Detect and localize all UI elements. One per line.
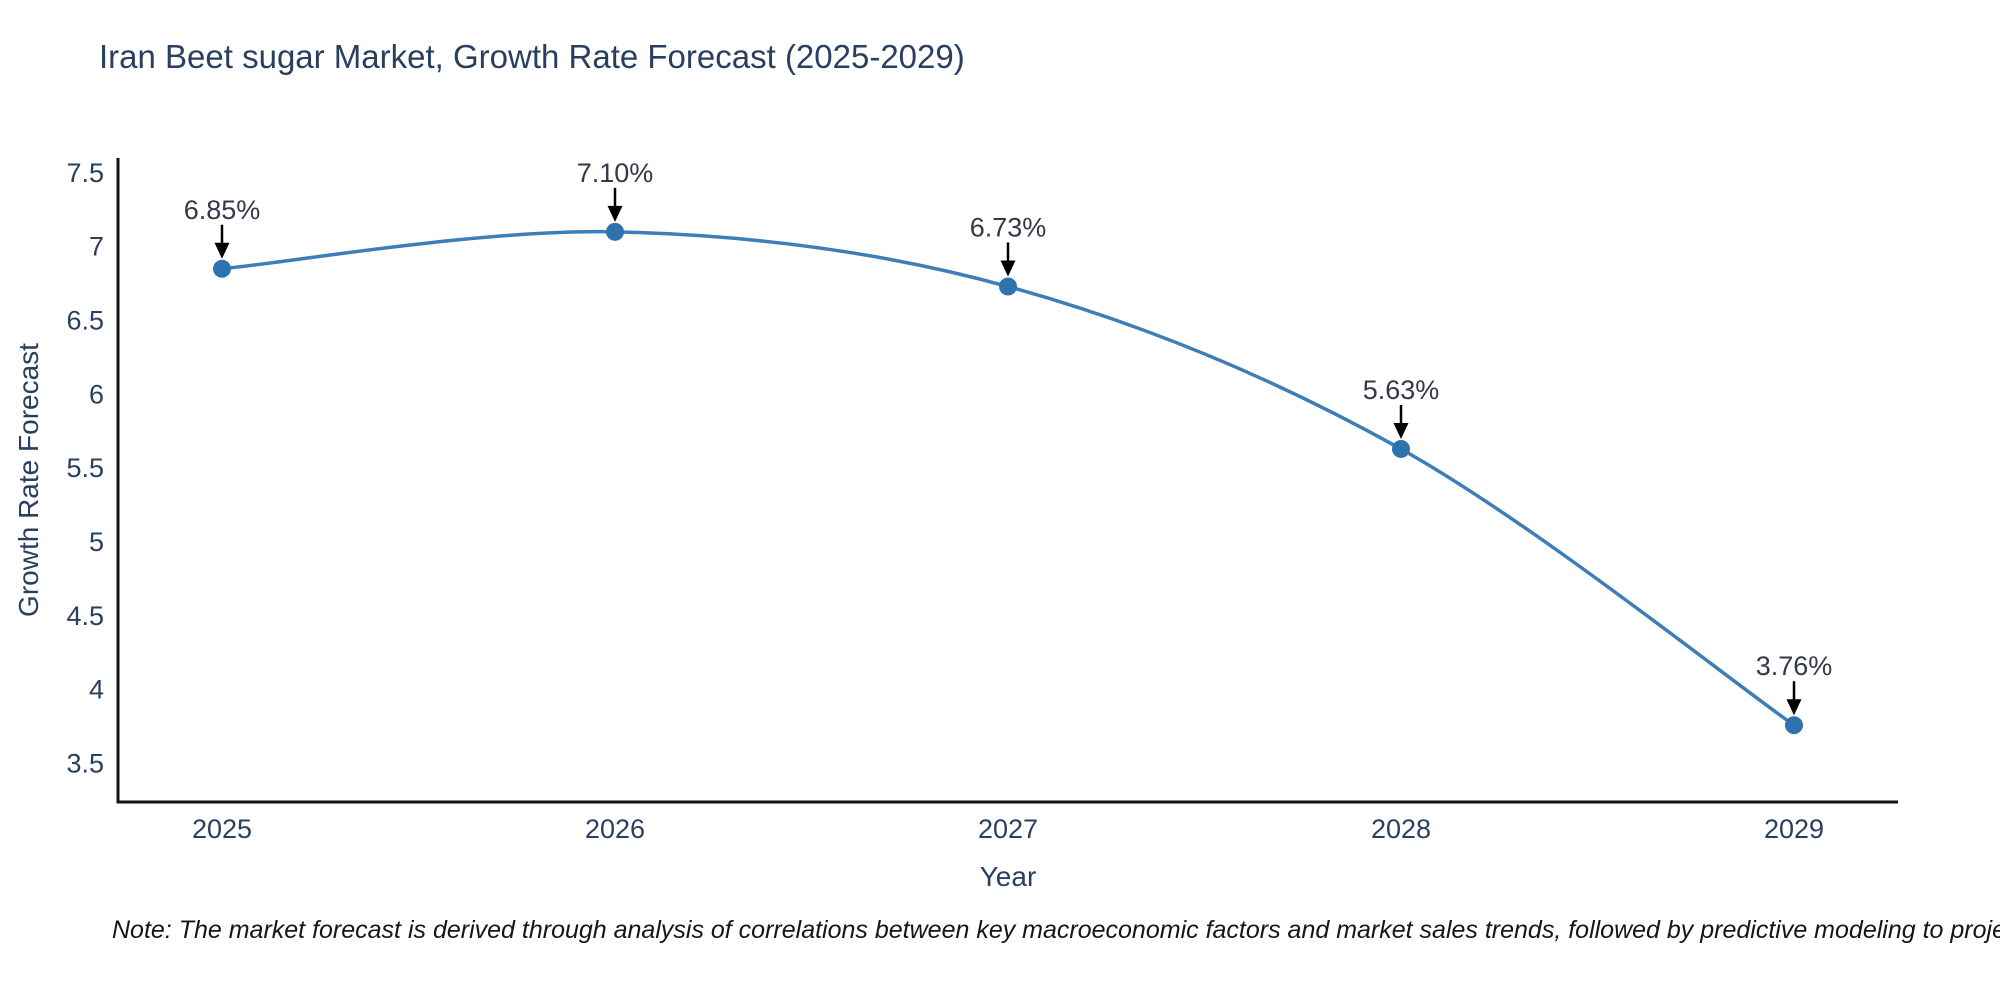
annotation-label: 6.73%	[970, 213, 1047, 243]
y-tick-label: 5	[89, 527, 104, 557]
annotation-label: 7.10%	[577, 158, 654, 188]
y-tick-label: 6.5	[66, 305, 104, 335]
x-tick-label: 2026	[585, 814, 645, 844]
series-group	[213, 222, 1803, 735]
data-point-marker[interactable]	[1392, 439, 1410, 458]
y-tick-label: 3.5	[66, 749, 104, 779]
annotation-label: 5.63%	[1363, 375, 1440, 405]
annotation-arrowhead-icon	[1786, 699, 1802, 716]
annotation-label: 3.76%	[1756, 651, 1833, 681]
data-point-marker[interactable]	[606, 222, 624, 241]
annotations-group: 6.85% 7.10% 6.73% 5.63% 3.76%	[184, 158, 1833, 716]
footnote: Note: The market forecast is derived thr…	[112, 916, 2000, 944]
x-axis-tick-labels: 2025 2026 2027 2028 2029	[192, 814, 1824, 844]
y-tick-label: 4.5	[66, 601, 104, 631]
annotation-arrowhead-icon	[1000, 260, 1016, 277]
annotation-arrowhead-icon	[1393, 422, 1409, 439]
y-axis-title: Growth Rate Forecast	[13, 343, 44, 617]
x-tick-label: 2025	[192, 814, 252, 844]
data-point-marker[interactable]	[213, 259, 231, 278]
y-tick-label: 7	[89, 232, 104, 262]
x-tick-label: 2029	[1764, 814, 1824, 844]
y-axis-tick-labels: 7.5 7 6.5 6 5.5 5 4.5 4 3.5	[66, 158, 104, 779]
data-point-marker[interactable]	[1785, 716, 1803, 735]
annotation-arrowhead-icon	[607, 205, 623, 222]
x-tick-label: 2027	[978, 814, 1038, 844]
x-tick-label: 2028	[1371, 814, 1431, 844]
axis-lines	[116, 158, 1898, 804]
y-tick-label: 4	[89, 675, 104, 705]
y-tick-label: 7.5	[66, 158, 104, 188]
x-axis-title: Year	[980, 861, 1037, 892]
chart-title: Iran Beet sugar Market, Growth Rate Fore…	[99, 38, 965, 75]
y-tick-label: 6	[89, 379, 104, 409]
annotation-label: 6.85%	[184, 195, 261, 225]
annotation-arrowhead-icon	[214, 242, 230, 259]
y-tick-label: 5.5	[66, 453, 104, 483]
series-line	[221, 229, 1796, 727]
data-point-marker[interactable]	[999, 277, 1017, 296]
